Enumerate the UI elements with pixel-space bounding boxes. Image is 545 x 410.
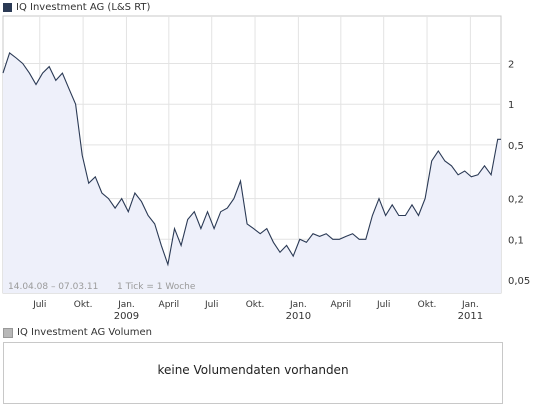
x-tick-label: Juli — [32, 300, 46, 310]
y-axis: 2 1 0,5 0,2 0,1 0,05 — [508, 60, 530, 287]
x-year-label: 2011 — [458, 311, 483, 322]
y-tick-label: 1 — [508, 100, 514, 111]
volume-chart: keine Volumendaten vorhanden — [3, 342, 503, 404]
x-tick-label: Okt. — [74, 300, 93, 310]
x-year-label: 2009 — [114, 311, 139, 322]
volume-legend: IQ Investment AG Volumen — [3, 327, 152, 338]
x-tick-label: Juli — [204, 300, 218, 310]
footnote-tick-info: 1 Tick = 1 Woche — [117, 282, 196, 292]
volume-legend-swatch — [3, 328, 13, 338]
y-tick-label: 0,1 — [508, 235, 524, 246]
x-tick-label: April — [331, 300, 352, 310]
x-tick-label: Jan. — [117, 300, 135, 310]
x-tick-label: April — [159, 300, 180, 310]
y-tick-label: 0,5 — [508, 141, 524, 152]
volume-legend-label: IQ Investment AG Volumen — [17, 327, 152, 338]
x-year-label: 2010 — [286, 311, 311, 322]
y-tick-label: 0,2 — [508, 195, 524, 206]
x-tick-label: Juli — [376, 300, 390, 310]
volume-empty-message: keine Volumendaten vorhanden — [4, 363, 502, 377]
footnote-date-range: 14.04.08 – 07.03.11 — [8, 282, 98, 292]
x-tick-label: Jan. — [461, 300, 479, 310]
y-tick-label: 2 — [508, 60, 514, 71]
y-tick-label: 0,05 — [508, 276, 530, 287]
x-tick-label: Jan. — [289, 300, 307, 310]
x-tick-label: Okt. — [246, 300, 265, 310]
x-tick-label: Okt. — [418, 300, 437, 310]
